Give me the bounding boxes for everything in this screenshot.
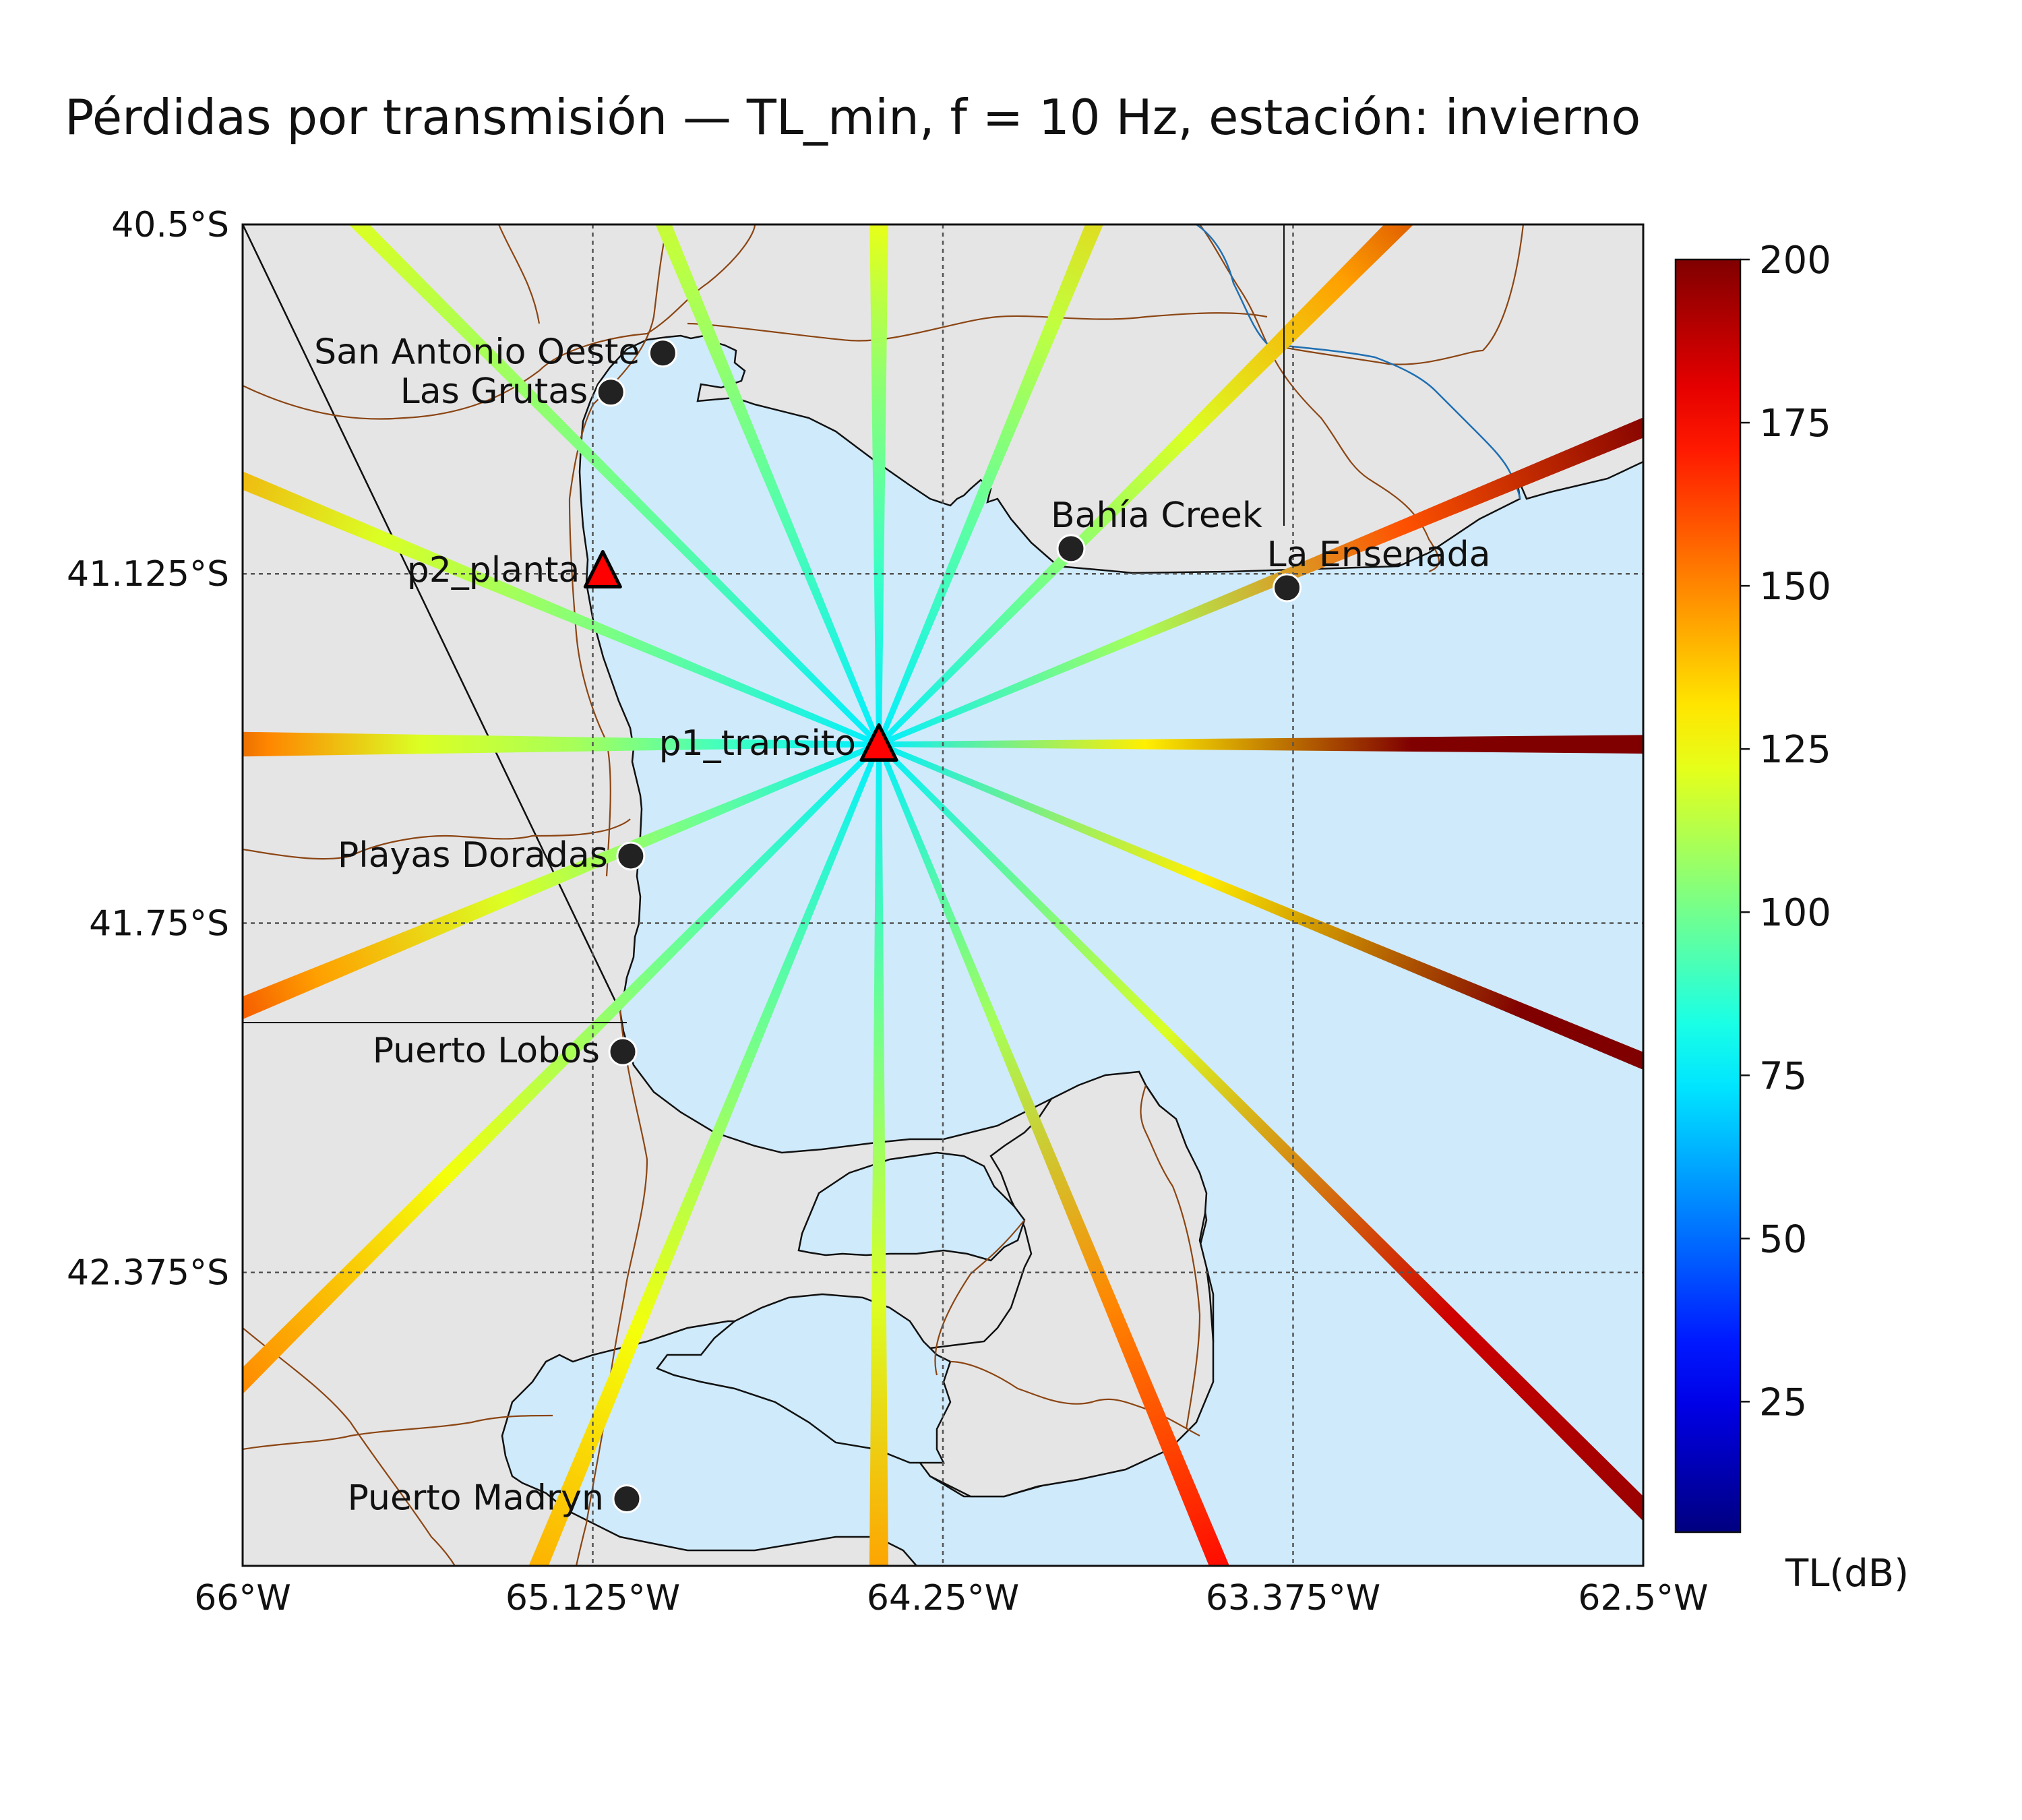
tl-radial-22.5	[876, 224, 1104, 746]
colorbar-tick-label: 125	[1759, 728, 1831, 772]
lon-tick-label: 64.25°W	[867, 1578, 1019, 1618]
place-marker	[612, 1484, 642, 1513]
tl-radial-202.5	[528, 743, 882, 1566]
source-markers: p1_transito p2_planta	[407, 549, 898, 764]
source-label: p2_planta	[407, 550, 580, 590]
place-label: La Ensenada	[1267, 535, 1491, 575]
lon-tick-label: 66°W	[194, 1578, 291, 1618]
lon-gridlines	[592, 224, 1294, 1566]
tl-radial-135	[877, 742, 1643, 1521]
lat-tick-label: 40.5°S	[111, 205, 229, 245]
tl-radial-247.5	[243, 741, 880, 1020]
place-marker	[608, 1037, 638, 1066]
place-marker	[1273, 573, 1302, 603]
colorbar-tick-label: 200	[1759, 239, 1831, 282]
tl-radial-112.5	[878, 741, 1643, 1070]
tl-radial-337.5	[655, 224, 882, 746]
figure-title: Pérdidas por transmisión — TL_min, f = 1…	[65, 89, 1641, 146]
tl-radial-0	[869, 224, 888, 745]
place-label: Playas Doradas	[338, 835, 608, 876]
lat-gridlines	[243, 572, 1643, 1273]
lon-tick-label: 65.125°W	[506, 1578, 680, 1618]
lon-tick-labels: 66°W 65.125°W 64.25°W 63.375°W 62.5°W	[194, 1578, 1708, 1618]
map-frame	[241, 223, 1645, 1567]
place-marker	[648, 338, 677, 368]
lat-tick-label: 42.375°S	[67, 1253, 229, 1294]
rio-negro-river	[1196, 224, 1521, 499]
colorbar-tick-label: 50	[1759, 1217, 1807, 1261]
colorbar-tick-label: 100	[1759, 891, 1831, 935]
place-label: San Antonio Oeste	[314, 332, 640, 373]
source-label: p1_transito	[659, 723, 856, 764]
place-label: Puerto Lobos	[373, 1031, 600, 1071]
place-label: Puerto Madryn	[348, 1478, 604, 1519]
colorbar-label: TL(dB)	[1785, 1552, 1909, 1596]
colorbar-gradient	[1674, 258, 1742, 1534]
tl-radial-225	[243, 742, 881, 1395]
lat-tick-labels: 40.5°S 41.125°S 41.75°S 42.375°S	[67, 205, 229, 1294]
tl-radial-315	[348, 224, 881, 746]
lat-tick-label: 41.125°S	[67, 554, 229, 595]
source-marker	[583, 549, 622, 588]
tl-radial-180	[869, 744, 889, 1566]
colorbar-tick-label: 175	[1759, 402, 1831, 446]
colorbar-tick-label: 75	[1759, 1054, 1807, 1098]
colorbar-tick-label: 25	[1759, 1381, 1807, 1424]
border-line-lobos	[243, 224, 1285, 1023]
place-label: Bahía Creek	[1051, 495, 1262, 536]
place-marker	[1056, 534, 1086, 564]
tl-radial-157.5	[876, 743, 1230, 1566]
lon-tick-label: 62.5°W	[1578, 1578, 1708, 1618]
place-label: Las Grutas	[400, 371, 588, 412]
tl-radial-270	[243, 731, 880, 757]
isthmus-gulf	[797, 1151, 1026, 1262]
place-marker	[616, 841, 646, 871]
colorbar-tick-label: 150	[1759, 565, 1831, 609]
lon-tick-label: 63.375°W	[1206, 1578, 1380, 1618]
source-marker	[859, 723, 898, 762]
place-marker	[596, 377, 625, 407]
tl-radial-90	[879, 735, 1643, 754]
tl-radial-67.5	[878, 417, 1643, 747]
colorbar-ticks: 25 50 75 100 125 150 175 200	[1740, 239, 1831, 1424]
colorbar: 25 50 75 100 125 150 175 200 TL(dB)	[1674, 239, 1909, 1596]
lat-tick-label: 41.75°S	[89, 903, 229, 944]
tl-radial-292.5	[243, 471, 880, 747]
tl-radial-45	[877, 224, 1414, 746]
